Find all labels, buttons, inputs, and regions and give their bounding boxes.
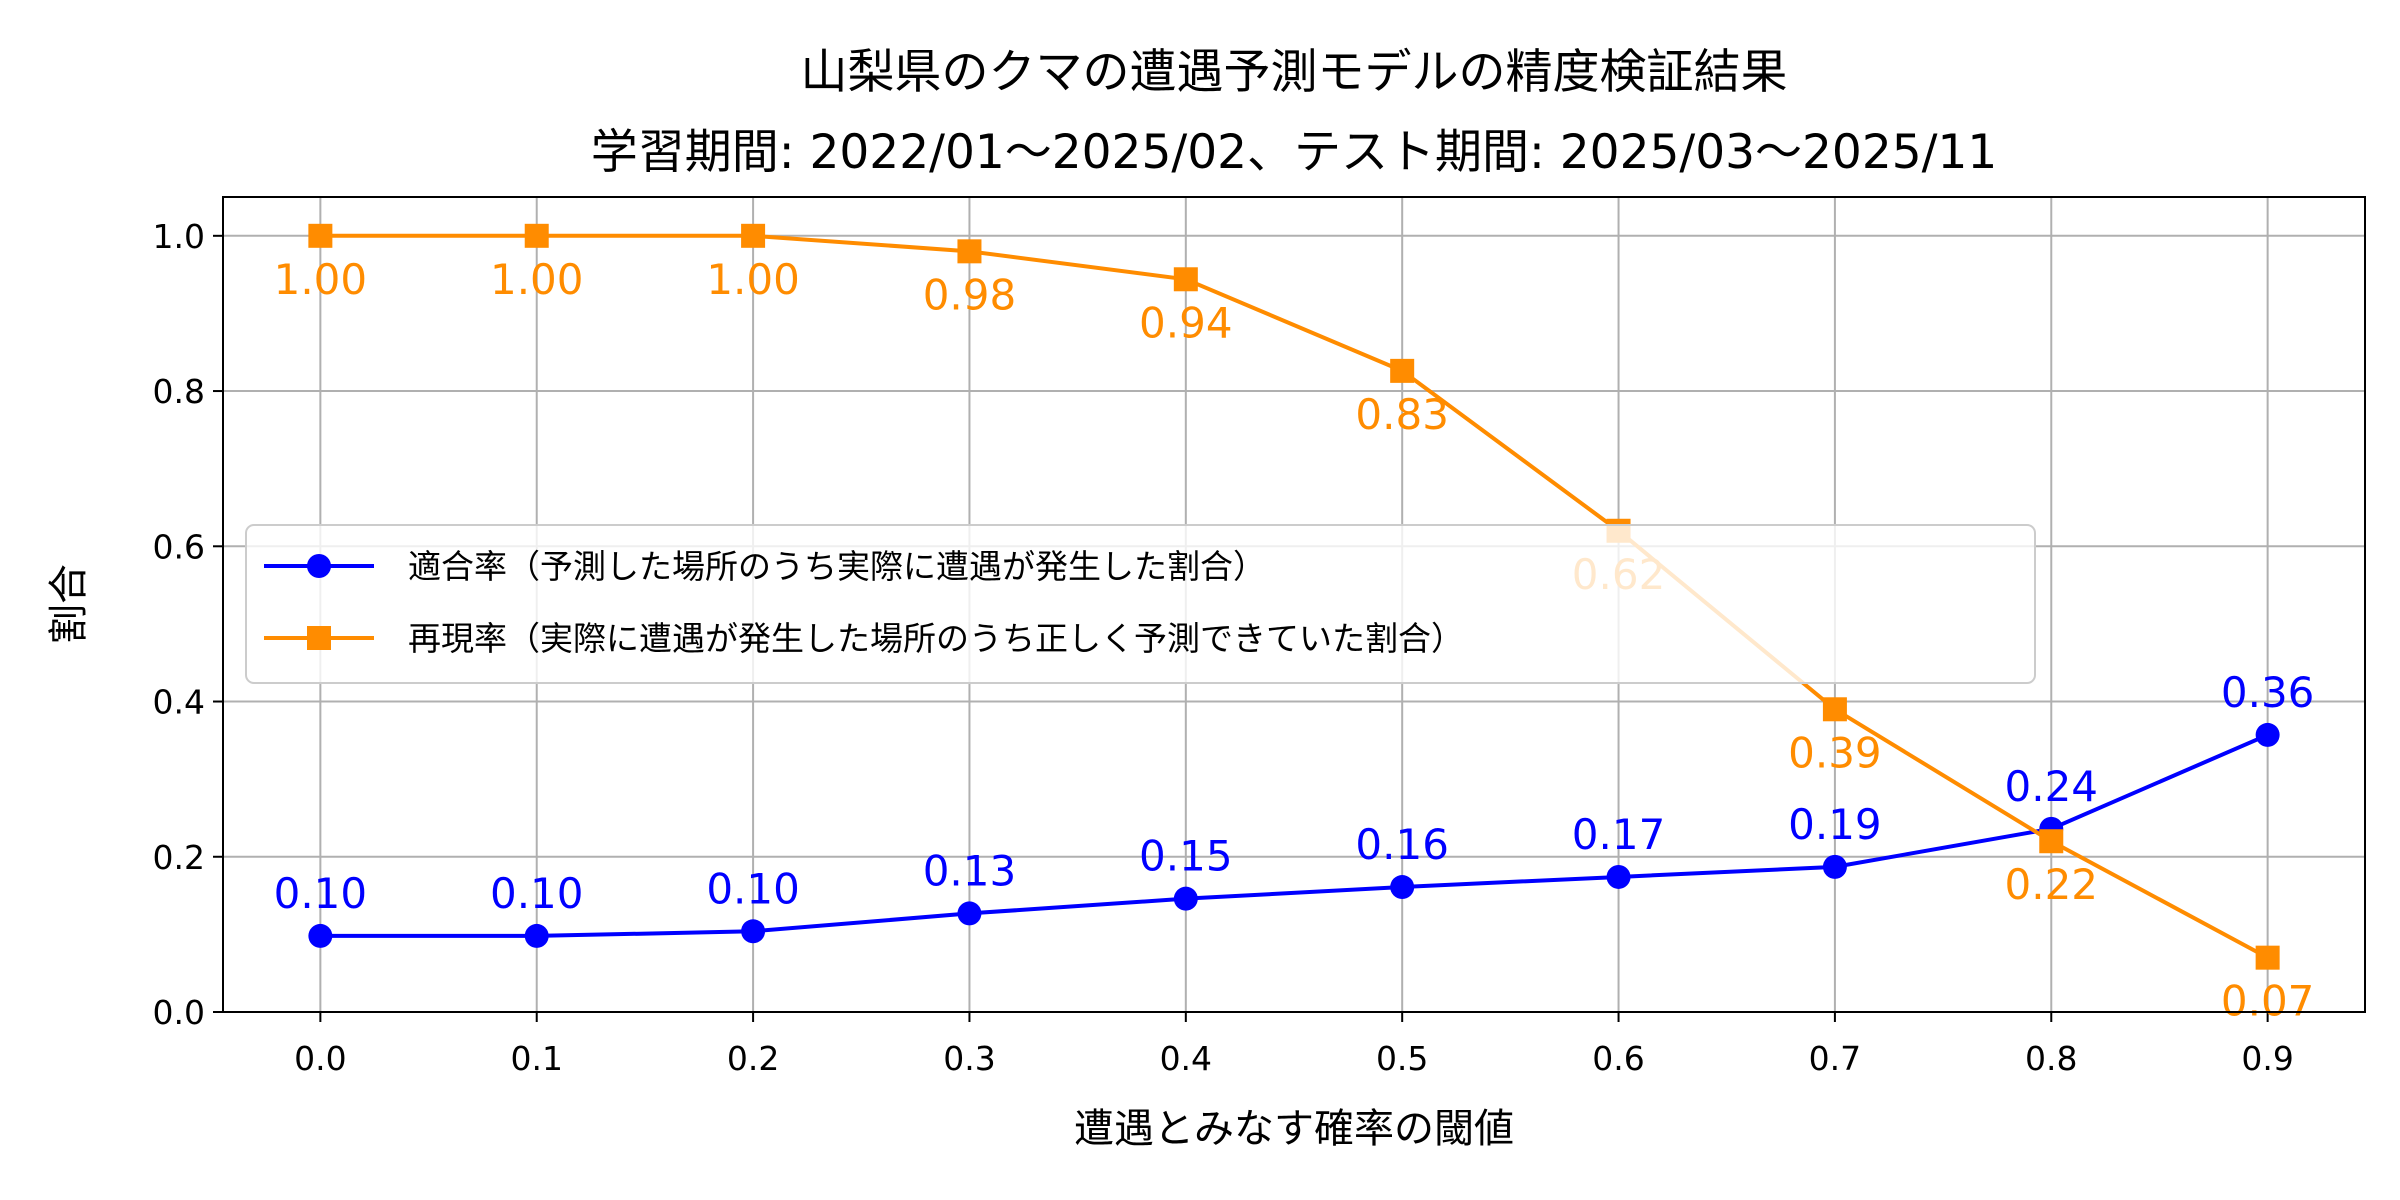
- data-point: [524, 223, 549, 248]
- data-label: 0.19: [1788, 800, 1882, 849]
- x-axis-label: 遭遇とみなす確率の閾値: [1074, 1106, 1514, 1152]
- legend-label-recall: 再現率（実際に遭遇が発生した場所のうち正しく予測できていた割合）: [408, 619, 1464, 658]
- y-axis-label: 割合: [46, 564, 92, 644]
- x-tick-label: 0.3: [943, 1039, 995, 1078]
- series-line-1: [320, 233, 2269, 960]
- data-point: [1390, 358, 1415, 383]
- y-tick-label: 0.0: [153, 993, 205, 1032]
- y-tick-label: 0.8: [153, 372, 205, 411]
- data-point: [1173, 886, 1198, 911]
- series-line-0: [320, 733, 2269, 938]
- data-label: 0.16: [1355, 820, 1449, 869]
- data-point: [2255, 945, 2280, 970]
- x-tick-label: 0.5: [1376, 1039, 1428, 1078]
- data-label: 0.98: [923, 270, 1017, 319]
- data-label: 0.15: [1139, 832, 1233, 881]
- data-point: [1822, 697, 1847, 722]
- x-tick-label: 0.6: [1592, 1039, 1644, 1078]
- data-label: 0.07: [2221, 977, 2315, 1026]
- x-tick-label: 0.9: [2241, 1039, 2293, 1078]
- data-label: 1.00: [490, 255, 584, 304]
- chart-title: 山梨県のクマの遭遇予測モデルの精度検証結果: [801, 45, 1788, 100]
- data-label: 0.94: [1139, 298, 1233, 347]
- data-point: [2255, 722, 2280, 747]
- data-point: [524, 923, 549, 948]
- data-point: [957, 901, 982, 926]
- data-point: [741, 223, 766, 248]
- plot-frame: [222, 196, 2366, 1013]
- data-label: 0.17: [1572, 810, 1666, 859]
- legend: 適合率（予測した場所のうち実際に遭遇が発生した割合） 再現率（実際に遭遇が発生し…: [245, 524, 2036, 684]
- data-point: [957, 239, 982, 264]
- data-point: [308, 923, 333, 948]
- data-label: 0.10: [706, 864, 800, 913]
- y-tick-label: 0.6: [153, 527, 205, 566]
- data-point: [1390, 875, 1415, 900]
- y-tick-label: 1.0: [153, 217, 205, 256]
- data-point: [308, 223, 333, 248]
- x-tick-label: 0.7: [1809, 1039, 1861, 1078]
- data-label: 0.10: [274, 869, 368, 918]
- data-label: 0.10: [490, 869, 584, 918]
- data-label: 0.13: [923, 846, 1017, 895]
- x-tick-label: 0.8: [2025, 1039, 2077, 1078]
- x-tick-label: 0.2: [727, 1039, 779, 1078]
- x-tick-label: 0.4: [1160, 1039, 1212, 1078]
- data-label: 1.00: [706, 255, 800, 304]
- legend-marker-recall: [307, 626, 331, 650]
- data-point: [1606, 864, 1631, 889]
- y-tick-label: 0.4: [153, 683, 205, 722]
- legend-marker-precision: [307, 554, 331, 578]
- y-tick-label: 0.2: [153, 838, 205, 877]
- data-label: 0.83: [1355, 390, 1449, 439]
- x-tick-label: 0.0: [294, 1039, 346, 1078]
- chart-subtitle: 学習期間: 2022/01〜2025/02、テスト期間: 2025/03〜202…: [591, 125, 1998, 180]
- legend-box: [245, 524, 2036, 684]
- data-point: [2039, 829, 2064, 854]
- data-point: [741, 919, 766, 944]
- data-label: 0.22: [2005, 860, 2099, 909]
- data-point: [1173, 267, 1198, 292]
- ticks: 0.0 0.1 0.2 0.3 0.4 0.5 0.6 0.7 0.8 0.9 0.0 0.2 0.4 0…: [153, 217, 2294, 1078]
- data-label: 0.24: [2005, 762, 2099, 811]
- series: 0.10 0.10 0.10 0.13 0.15 0.16 0.17 0.19 0.24 0.36…: [274, 223, 2315, 1026]
- data-label: 1.00: [274, 255, 368, 304]
- data-point: [1822, 854, 1847, 879]
- data-label: 0.39: [1788, 728, 1882, 777]
- x-tick-label: 0.1: [510, 1039, 562, 1078]
- data-label: 0.36: [2221, 668, 2315, 717]
- legend-label-precision: 適合率（予測した場所のうち実際に遭遇が発生した割合）: [408, 547, 1266, 586]
